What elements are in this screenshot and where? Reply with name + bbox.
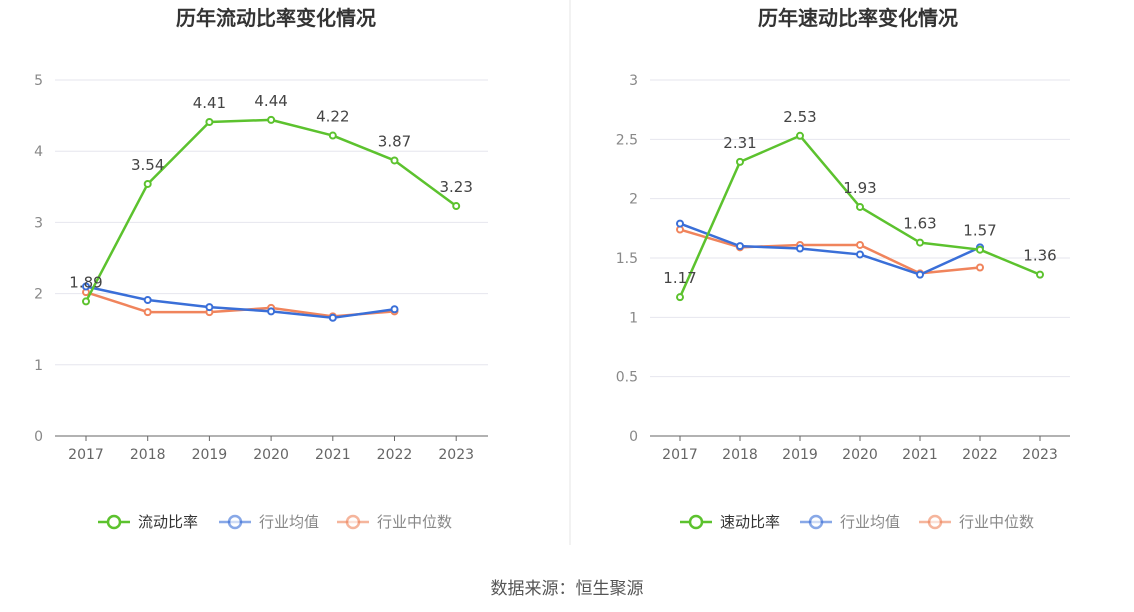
- x-tick-label: 2020: [842, 447, 878, 463]
- industry-avg-point: [796, 244, 804, 253]
- y-tick-label: 3: [34, 215, 43, 231]
- legend-label: 行业中位数: [377, 513, 452, 531]
- industry-avg-line: [679, 222, 981, 276]
- source-note: 数据来源：恒生聚源: [490, 579, 644, 599]
- industry-avg-point: [916, 270, 924, 279]
- company-point: [205, 118, 214, 127]
- company-point: [390, 156, 399, 165]
- industry-median-line: [679, 228, 981, 275]
- y-tick-label: 3: [629, 73, 638, 89]
- company-point: [856, 202, 864, 211]
- company-point: [328, 131, 337, 140]
- company-point: [452, 202, 461, 211]
- company-point: [736, 157, 744, 166]
- company-point: [143, 179, 152, 188]
- industry-avg-point: [267, 307, 276, 316]
- x-tick-label: 2021: [902, 447, 938, 463]
- x-tick-label: 2018: [130, 447, 166, 463]
- data-label: 1.36: [1023, 247, 1056, 265]
- data-label: 4.22: [316, 108, 349, 126]
- x-tick-label: 2022: [962, 447, 998, 463]
- y-tick-label: 4: [34, 144, 43, 160]
- industry-median-point: [856, 240, 864, 249]
- y-tick-label: 2: [34, 287, 43, 303]
- legend-swatch-marker: [345, 514, 361, 530]
- x-tick-label: 2017: [662, 447, 698, 463]
- data-label: 1.63: [903, 215, 936, 233]
- legend-swatch-marker: [927, 514, 943, 530]
- legend-swatch-marker: [808, 514, 824, 530]
- company-point: [796, 131, 804, 140]
- legend-swatch-marker: [106, 514, 122, 530]
- y-tick-label: 1: [629, 310, 638, 326]
- legend-swatch-marker: [227, 514, 243, 530]
- x-tick-label: 2019: [192, 447, 228, 463]
- x-tick-label: 2018: [722, 447, 758, 463]
- industry-median-point: [976, 263, 984, 272]
- y-tick-label: 0: [629, 429, 638, 445]
- company-point: [976, 245, 984, 254]
- chart-title: 历年流动比率变化情况: [176, 6, 376, 30]
- data-label: 2.31: [723, 134, 756, 152]
- legend-swatch-marker: [688, 514, 704, 530]
- data-label: 4.44: [254, 92, 287, 110]
- data-label: 3.23: [439, 178, 472, 196]
- industry-avg-point: [390, 305, 399, 314]
- x-tick-label: 2023: [1022, 447, 1058, 463]
- industry-avg-point: [143, 296, 152, 305]
- industry-avg-line: [85, 285, 395, 320]
- company-point: [676, 293, 684, 302]
- y-tick-label: 2: [629, 192, 638, 208]
- data-label: 2.53: [783, 108, 816, 126]
- data-label: 1.57: [963, 222, 996, 240]
- x-tick-label: 2020: [253, 447, 289, 463]
- legend-label: 流动比率: [138, 513, 198, 531]
- y-tick-label: 5: [34, 73, 43, 89]
- company-point: [1036, 270, 1044, 279]
- company-line: [678, 134, 1041, 298]
- y-tick-label: 1: [34, 358, 43, 374]
- industry-avg-point: [856, 250, 864, 259]
- data-label: 1.17: [663, 269, 696, 287]
- y-tick-label: 0: [34, 429, 43, 445]
- data-label: 3.87: [378, 132, 411, 150]
- data-label: 1.93: [843, 179, 876, 197]
- industry-avg-point: [82, 282, 90, 291]
- x-tick-label: 2022: [377, 447, 413, 463]
- chart-title: 历年速动比率变化情况: [758, 6, 958, 30]
- legend-label: 行业均值: [259, 513, 319, 531]
- legend-label: 行业均值: [840, 513, 900, 531]
- x-tick-label: 2021: [315, 447, 351, 463]
- y-tick-label: 1.5: [616, 251, 638, 267]
- data-label: 4.41: [193, 94, 226, 112]
- company-point: [82, 297, 90, 306]
- industry-avg-point: [736, 242, 744, 251]
- data-label: 3.54: [131, 156, 164, 174]
- current-ratio-chart: 历年流动比率变化情况 0 1 2 3 4 5 2017 2018 2019 2020 2021 2022…: [34, 6, 488, 531]
- legend-label: 速动比率: [720, 513, 780, 531]
- y-tick-label: 2.5: [616, 132, 638, 148]
- x-tick-label: 2019: [782, 447, 818, 463]
- industry-avg-point: [205, 303, 214, 312]
- data-label: 1.89: [69, 273, 102, 291]
- company-point: [916, 238, 924, 247]
- legend-label: 行业中位数: [959, 513, 1034, 531]
- industry-median-point: [143, 308, 152, 317]
- company-point: [267, 115, 276, 124]
- x-tick-label: 2023: [438, 447, 474, 463]
- y-tick-label: 0.5: [616, 370, 638, 386]
- x-tick-label: 2017: [68, 447, 104, 463]
- industry-avg-point: [328, 313, 337, 322]
- industry-avg-point: [676, 219, 684, 228]
